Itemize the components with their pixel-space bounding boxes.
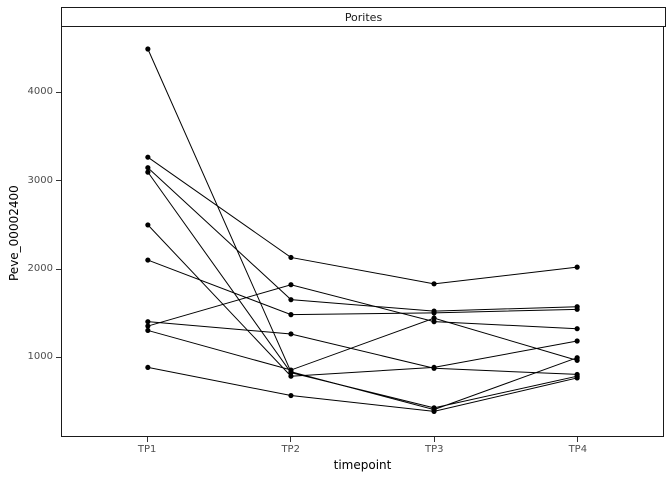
x-tick-mark xyxy=(290,437,292,442)
data-point xyxy=(145,169,151,175)
x-tick-mark xyxy=(146,437,148,442)
x-tick-label: TP3 xyxy=(425,444,444,455)
data-point xyxy=(431,319,437,325)
x-tick-mark xyxy=(577,437,579,442)
x-tick-mark xyxy=(433,437,435,442)
data-point xyxy=(145,319,151,325)
data-point xyxy=(145,327,151,334)
series-line xyxy=(147,317,578,371)
line-chart xyxy=(145,46,580,414)
plot-panel xyxy=(61,26,664,437)
y-tick-label: 4000 xyxy=(27,86,53,98)
data-point xyxy=(288,282,294,288)
series-line xyxy=(147,156,578,285)
series-line xyxy=(147,321,578,375)
y-tick-mark xyxy=(56,268,61,270)
y-axis-title: Peve_00002400 xyxy=(7,184,21,281)
data-point xyxy=(431,310,437,316)
series-line xyxy=(147,171,578,409)
data-point xyxy=(145,364,151,370)
data-point xyxy=(288,373,294,379)
series-line xyxy=(147,224,578,377)
x-tick-label: TP1 xyxy=(137,444,157,455)
data-point xyxy=(145,323,151,329)
data-point xyxy=(431,408,437,414)
data-point xyxy=(288,254,294,261)
data-point xyxy=(574,264,580,270)
data-point xyxy=(145,46,151,52)
data-point xyxy=(574,338,580,344)
data-point xyxy=(145,222,151,228)
x-tick-label: TP2 xyxy=(281,444,300,455)
series-line xyxy=(147,48,578,411)
facet-strip-label: Porites xyxy=(344,10,383,24)
y-tick-label: 2000 xyxy=(27,263,53,275)
series-line xyxy=(147,284,578,330)
data-point xyxy=(288,297,294,303)
y-tick-label: 3000 xyxy=(27,174,53,186)
x-tick-label: TP4 xyxy=(568,444,588,455)
series-line xyxy=(147,167,578,312)
data-point xyxy=(288,392,294,399)
data-point xyxy=(288,367,294,373)
y-tick-mark xyxy=(56,356,61,358)
y-tick-label: 1000 xyxy=(27,351,53,363)
data-point xyxy=(574,326,580,332)
data-point xyxy=(431,281,437,287)
y-tick-mark xyxy=(56,91,61,93)
y-tick-mark xyxy=(56,180,61,182)
series-line xyxy=(147,366,578,412)
facet-strip: Porites xyxy=(61,7,666,27)
series-line xyxy=(147,259,578,316)
data-point xyxy=(145,257,151,263)
data-point xyxy=(574,357,580,363)
x-axis-title: timepoint xyxy=(333,458,392,472)
data-point xyxy=(145,154,151,160)
data-point xyxy=(145,165,151,171)
data-point xyxy=(288,331,294,337)
data-point xyxy=(431,365,437,371)
data-point xyxy=(574,306,580,312)
data-point xyxy=(574,375,580,381)
data-point xyxy=(288,312,294,318)
